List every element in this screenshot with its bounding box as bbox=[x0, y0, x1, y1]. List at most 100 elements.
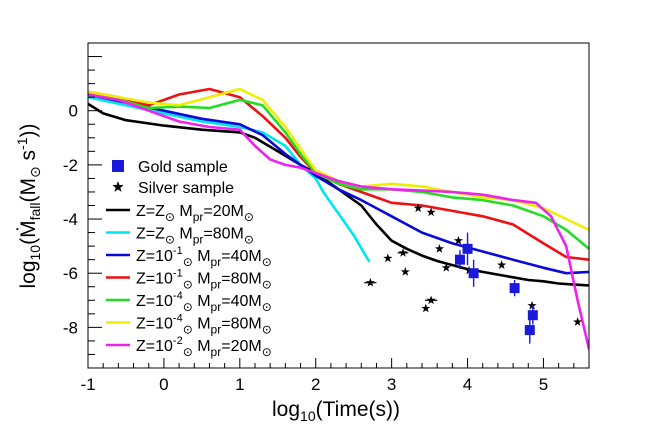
series-line-6 bbox=[88, 93, 589, 351]
legend-label-part: pr bbox=[193, 233, 204, 247]
legend-label-2: Z=10-1⊙ Mpr=40M⊙ bbox=[136, 245, 272, 269]
legend-label-part: Z=10 bbox=[136, 293, 173, 310]
gold-point-3 bbox=[509, 283, 520, 294]
legend-label-part: ⊙ bbox=[262, 323, 272, 337]
gold-point-2 bbox=[468, 268, 479, 279]
y-label-sup: -1 bbox=[14, 137, 30, 150]
legend-label-part: ⊙ bbox=[262, 278, 272, 292]
legend-label-part: pr bbox=[211, 323, 222, 337]
legend-gold-marker bbox=[112, 160, 124, 172]
axis-ticks bbox=[87, 42, 590, 369]
legend-label-0: Z=Z⊙ Mpr=20M⊙ bbox=[136, 203, 254, 224]
legend-label-part: ⊙ bbox=[183, 300, 193, 314]
silver-point-0 bbox=[365, 277, 375, 287]
legend-label-part: Z=Z bbox=[136, 226, 165, 243]
silver-point-14 bbox=[573, 317, 583, 326]
x-axis-label-rest: (Time(s)) bbox=[316, 398, 400, 421]
legend-label-part: M bbox=[175, 203, 193, 220]
silver-point-8 bbox=[434, 244, 445, 253]
silver-point-10 bbox=[453, 235, 463, 245]
silver-point-9 bbox=[441, 262, 451, 272]
legend-label-part: =40M bbox=[221, 248, 261, 265]
legend-silver-marker bbox=[112, 181, 124, 192]
legend-label-part: M bbox=[193, 293, 211, 310]
legend-label-part: pr bbox=[211, 300, 222, 314]
legend-label-part: =80M bbox=[221, 316, 261, 333]
legend-label-part: ⊙ bbox=[183, 255, 193, 269]
legend-label-4: Z=10-4⊙ Mpr=40M⊙ bbox=[136, 290, 272, 314]
legend-label-part: M bbox=[175, 226, 193, 243]
legend-label-part: pr bbox=[193, 210, 204, 224]
silver-point-7 bbox=[426, 295, 436, 305]
y-label-open: ( bbox=[17, 238, 40, 245]
legend-silver-label: Silver sample bbox=[138, 180, 234, 197]
x-tick-label: 4 bbox=[463, 375, 472, 394]
legend-label-part: M bbox=[193, 338, 211, 355]
legend-label-part: Z=10 bbox=[136, 316, 173, 333]
legend-label-part: M bbox=[193, 271, 211, 288]
legend-label-part: M bbox=[193, 316, 211, 333]
series-line-2 bbox=[88, 93, 589, 275]
legend-label-part: pr bbox=[211, 345, 222, 359]
legend-label-part: =40M bbox=[221, 293, 261, 310]
x-tick-label: 2 bbox=[311, 375, 320, 394]
x-tick-label: -1 bbox=[80, 375, 95, 394]
y-label-unit: s bbox=[17, 150, 40, 166]
legend-label-part: Z=10 bbox=[136, 248, 173, 265]
y-tick-label: -2 bbox=[63, 156, 78, 175]
legend-label-part: Z=Z bbox=[136, 203, 165, 220]
legend-label-part: -1 bbox=[173, 268, 183, 280]
legend-label-part: ⊙ bbox=[262, 255, 272, 269]
y-axis-label: log10(Ṁfall(M⊙ s-1)) bbox=[14, 123, 43, 288]
y-label-sun: ⊙ bbox=[27, 166, 43, 178]
y-tick-label: 0 bbox=[69, 102, 78, 121]
series-line-1 bbox=[88, 95, 371, 263]
x-tick-label: 0 bbox=[159, 375, 168, 394]
legend-label-part: ⊙ bbox=[244, 210, 254, 224]
legend-label-part: -1 bbox=[173, 245, 183, 257]
legend-label-3: Z=10-1⊙ Mpr=80M⊙ bbox=[136, 268, 272, 292]
series-line-0 bbox=[88, 102, 589, 287]
markers bbox=[364, 203, 583, 344]
legend-label-part: ⊙ bbox=[165, 233, 175, 247]
legend-label-1: Z=Z⊙ Mpr=80M⊙ bbox=[136, 226, 254, 247]
x-axis-label-prefix: log bbox=[272, 398, 300, 421]
tick-labels: -1 0 1 2 3 4 5 0 -2 -4 -6 -8 bbox=[63, 102, 548, 394]
legend-label-part: -4 bbox=[173, 313, 183, 325]
legend-label-part: -4 bbox=[173, 290, 183, 302]
y-label-close: )) bbox=[17, 123, 40, 137]
silver-point-4 bbox=[413, 203, 423, 213]
silver-point-2 bbox=[398, 248, 408, 257]
y-label-msub: fall bbox=[27, 203, 43, 221]
x-tick-label: 1 bbox=[235, 375, 244, 394]
y-label-sub: 10 bbox=[27, 245, 43, 261]
gold-point-1 bbox=[462, 243, 473, 254]
legend-label-part: ⊙ bbox=[183, 323, 193, 337]
y-tick-label: -4 bbox=[63, 210, 78, 229]
legend-label-part: =80M bbox=[221, 271, 261, 288]
silver-point-13 bbox=[527, 300, 537, 310]
silver-point-6 bbox=[426, 207, 436, 217]
legend-label-part: Z=10 bbox=[136, 271, 173, 288]
x-axis-label-sub: 10 bbox=[300, 408, 316, 424]
y-tick-label: -8 bbox=[63, 318, 78, 337]
silver-point-5 bbox=[421, 303, 431, 313]
x-axis-label: log10(Time(s)) bbox=[272, 398, 400, 424]
legend-label-part: =20M bbox=[203, 203, 243, 220]
y-label-mdot: Ṁ bbox=[17, 220, 40, 238]
legend-label-part: M bbox=[193, 248, 211, 265]
gold-point-0 bbox=[454, 254, 465, 265]
legend-label-part: =20M bbox=[221, 338, 261, 355]
legend-label-part: ⊙ bbox=[183, 345, 193, 359]
legend-label-part: ⊙ bbox=[165, 210, 175, 224]
series-lines bbox=[88, 87, 589, 351]
legend-label-part: ⊙ bbox=[262, 345, 272, 359]
y-label-paren: (M bbox=[17, 178, 40, 203]
silver-point-1 bbox=[383, 253, 393, 263]
legend-label-part: ⊙ bbox=[183, 278, 193, 292]
gold-point-4 bbox=[524, 325, 535, 336]
legend-label-part: ⊙ bbox=[244, 233, 254, 247]
